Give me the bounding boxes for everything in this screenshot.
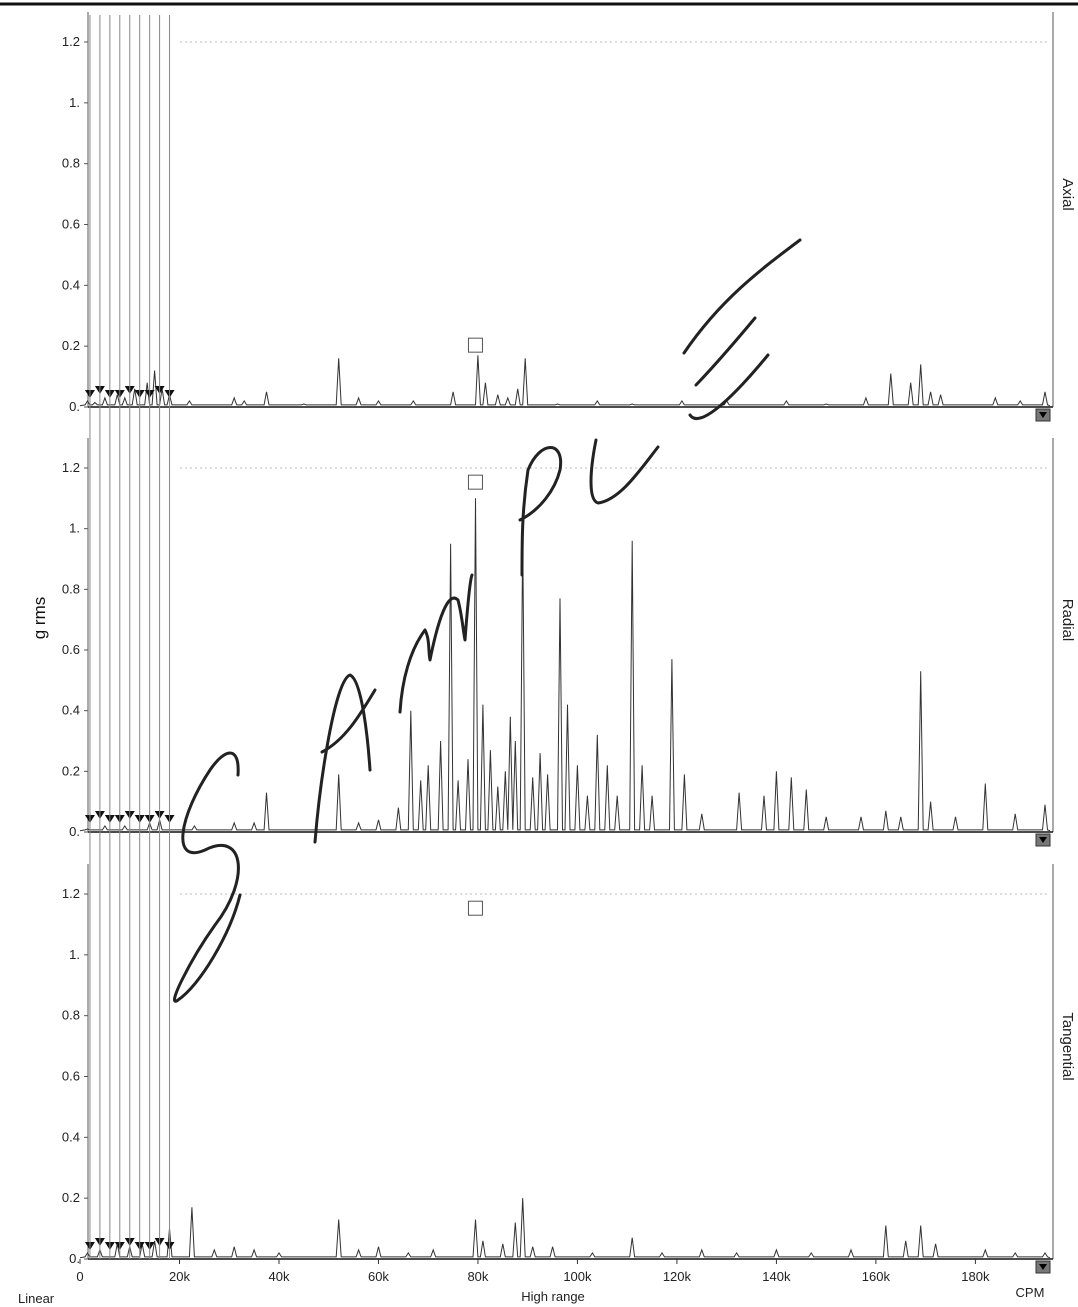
- y-axis-label: g rms: [30, 597, 49, 640]
- y-tick-label: 0.2: [62, 763, 80, 778]
- scroll-down-icon: [1039, 412, 1047, 418]
- x-scale-label: Linear: [18, 1291, 55, 1306]
- x-unit-label: CPM: [1016, 1285, 1045, 1300]
- watermark-letter-p: [518, 446, 563, 577]
- spectrum-line-tangential: [79, 1198, 1051, 1259]
- peak-cursor-box[interactable]: [467, 900, 483, 916]
- watermark-letter-l: [589, 438, 660, 505]
- marker-cursor-layer: [89, 15, 171, 1259]
- x-tick-label: 100k: [563, 1269, 592, 1284]
- watermark-letter-m: [398, 573, 474, 714]
- y-tick-label: 0.4: [62, 277, 80, 292]
- x-tick-label: 0: [76, 1269, 83, 1284]
- y-tick-label: 1.2: [62, 34, 80, 49]
- x-tick-label: 120k: [663, 1269, 692, 1284]
- sample-watermark: [172, 238, 802, 1003]
- y-tick-label: 0.: [69, 399, 80, 414]
- y-tick-label: 1.: [69, 521, 80, 536]
- y-tick-label: 0.4: [62, 703, 80, 718]
- watermark-letter-s: [172, 751, 242, 1003]
- x-tick-label: 60k: [368, 1269, 389, 1284]
- y-tick-label: 0.6: [62, 1069, 80, 1084]
- y-tick-label: 0.8: [62, 581, 80, 596]
- x-tick-label: 80k: [467, 1269, 488, 1284]
- y-tick-label: 0.6: [62, 217, 80, 232]
- panels-layer: 0. 0.2 0.4 0.6 0.8 1. 1.2 Axial 0. 0.2 0.4 0.6 0.8 1.…: [62, 12, 1076, 1274]
- spectrum-line-axial: [79, 355, 1051, 407]
- y-tick-label: 0.8: [62, 1008, 80, 1023]
- panel-label-tangential: Tangential: [1059, 1012, 1076, 1080]
- y-tick-label: 1.: [69, 947, 80, 962]
- x-tick-label: 160k: [862, 1269, 891, 1284]
- watermark-letter-a: [313, 673, 377, 844]
- y-tick-label: 1.2: [62, 460, 80, 475]
- scroll-down-icon: [1039, 1264, 1047, 1270]
- y-tick-label: 0.2: [62, 338, 80, 353]
- panel-radial: 0. 0.2 0.4 0.6 0.8 1. 1.2 Radial: [62, 438, 1076, 847]
- x-tick-label: 140k: [762, 1269, 791, 1284]
- y-tick-label: 0.2: [62, 1190, 80, 1205]
- x-range-label: High range: [521, 1289, 585, 1304]
- x-tick-label: 180k: [961, 1269, 990, 1284]
- spectrum-line-radial: [79, 498, 1051, 832]
- panel-label-radial: Radial: [1059, 599, 1076, 642]
- y-tick-label: 0.: [69, 824, 80, 839]
- scroll-down-icon: [1039, 837, 1047, 843]
- y-tick-label: 0.6: [62, 642, 80, 657]
- x-tick-label: 20k: [169, 1269, 190, 1284]
- panel-tangential: 0. 0.2 0.4 0.6 0.8 1. 1.2 Tangential: [62, 864, 1076, 1274]
- x-tick-label: 40k: [268, 1269, 289, 1284]
- y-tick-label: 0.8: [62, 156, 80, 171]
- peak-cursor-box[interactable]: [467, 337, 483, 353]
- panel-label-axial: Axial: [1059, 178, 1076, 211]
- panel-axial: 0. 0.2 0.4 0.6 0.8 1. 1.2 Axial: [62, 12, 1076, 422]
- peak-cursor-box[interactable]: [467, 474, 483, 490]
- y-tick-label: 1.2: [62, 886, 80, 901]
- y-tick-label: 0.4: [62, 1129, 80, 1144]
- watermark-letter-e: [682, 238, 802, 420]
- y-tick-label: 1.: [69, 95, 80, 110]
- y-tick-label: 0.: [69, 1251, 80, 1266]
